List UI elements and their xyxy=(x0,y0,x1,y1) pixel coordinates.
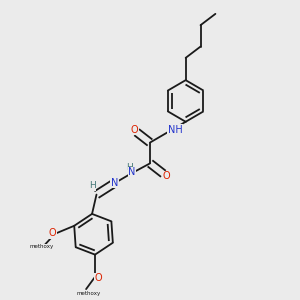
Text: H: H xyxy=(89,181,95,190)
Text: N: N xyxy=(128,167,136,177)
Text: methoxy: methoxy xyxy=(30,244,54,249)
Text: O: O xyxy=(49,228,56,238)
Text: O: O xyxy=(163,171,170,181)
Text: methoxy: methoxy xyxy=(77,291,101,296)
Text: H: H xyxy=(126,163,133,172)
Text: O: O xyxy=(94,273,102,284)
Text: N: N xyxy=(111,178,118,188)
Text: O: O xyxy=(130,125,138,135)
Text: NH: NH xyxy=(168,125,183,135)
